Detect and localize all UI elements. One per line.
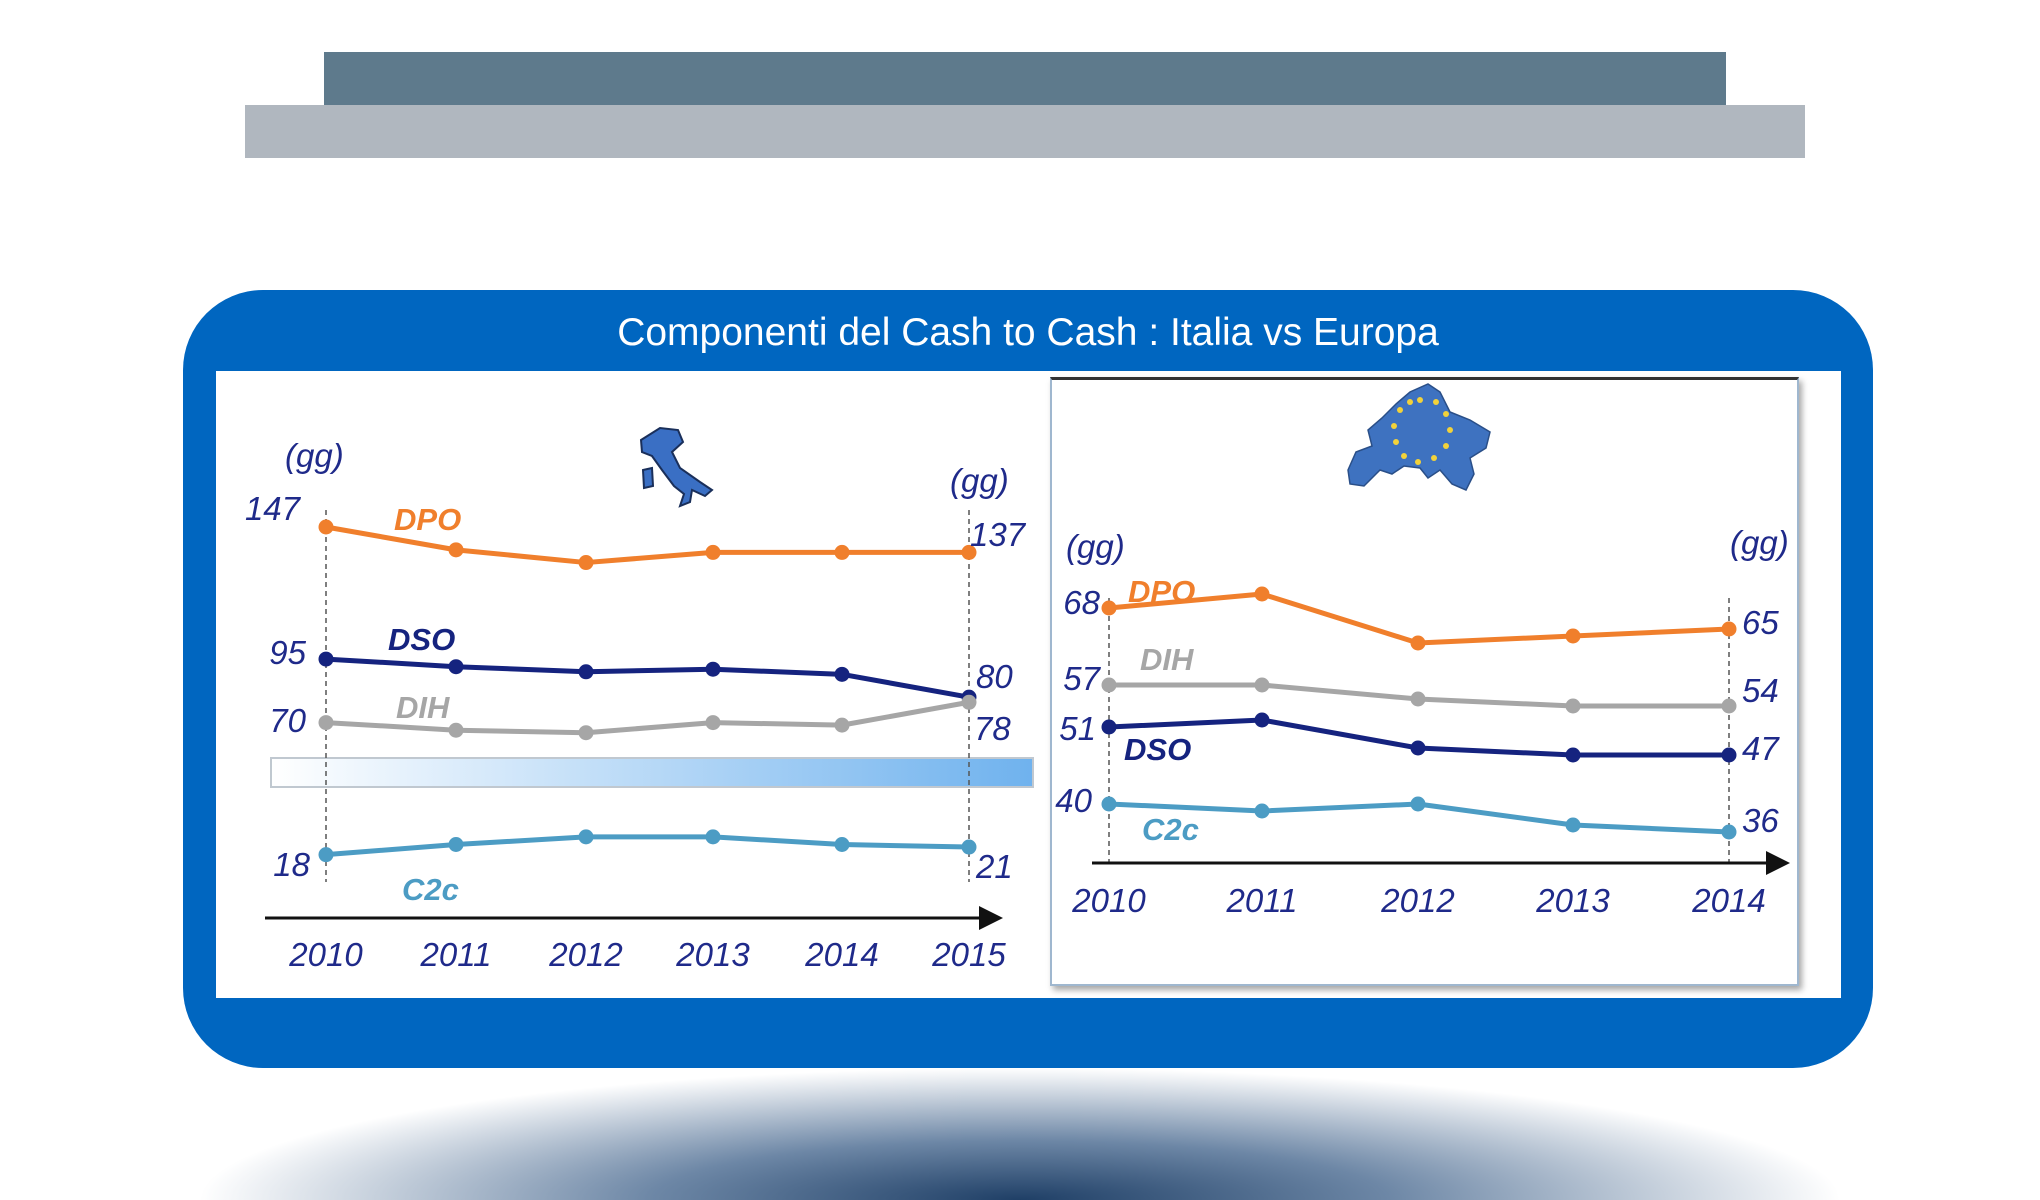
data-point-dso xyxy=(578,664,594,680)
data-point-dpo xyxy=(705,544,721,560)
data-point-c2c xyxy=(1101,796,1117,812)
unit-label-right: (gg) xyxy=(1730,524,1789,561)
series-name-label: DPO xyxy=(1128,574,1195,609)
start-value-label: 68 xyxy=(1063,584,1100,621)
data-point-c2c xyxy=(1565,817,1581,833)
start-value-label: 147 xyxy=(245,490,302,527)
x-tick-label: 2015 xyxy=(931,936,1006,973)
data-point-dih xyxy=(1721,698,1737,714)
start-value-label: 95 xyxy=(269,634,306,671)
bottom-shadow xyxy=(200,1068,1840,1200)
end-value-label: 78 xyxy=(974,710,1011,747)
start-value-label: 18 xyxy=(273,846,310,883)
data-point-dso xyxy=(1721,747,1737,763)
europe-chart: 2010 2011 2012 2013 2014 (gg) (gg) 68 65 DPO 57 54 D… xyxy=(1055,524,1790,919)
data-point-dih xyxy=(1101,677,1117,693)
header-bar-dark xyxy=(324,52,1726,106)
unit-label-right: (gg) xyxy=(950,462,1009,499)
data-point-dih xyxy=(961,694,977,710)
start-value-label: 51 xyxy=(1059,710,1096,747)
unit-label-left: (gg) xyxy=(1066,528,1125,565)
series-line-dso xyxy=(325,656,970,700)
x-tick-label: 2014 xyxy=(804,936,878,973)
data-point-c2c xyxy=(578,829,594,845)
data-point-dih xyxy=(1254,677,1270,693)
end-value-label: 36 xyxy=(1742,802,1779,839)
data-point-dih xyxy=(448,722,464,738)
series-name-label: C2c xyxy=(1142,812,1199,847)
data-point-dso xyxy=(1254,712,1270,728)
data-point-dpo xyxy=(578,555,594,571)
data-point-dih xyxy=(834,717,850,733)
x-tick-label: 2012 xyxy=(548,936,622,973)
axis-break-band xyxy=(270,757,1034,788)
x-tick-label: 2014 xyxy=(1691,882,1765,919)
x-tick-label: 2012 xyxy=(1380,882,1454,919)
europe-map-icon xyxy=(1347,383,1491,491)
data-point-dpo xyxy=(318,519,334,535)
data-point-dso xyxy=(318,651,334,667)
data-point-dih xyxy=(318,715,334,731)
series-line-c2c xyxy=(325,834,970,858)
data-point-c2c xyxy=(705,829,721,845)
data-point-c2c xyxy=(1721,824,1737,840)
unit-label-left: (gg) xyxy=(285,437,344,474)
series-line-dpo xyxy=(325,524,969,566)
end-value-label: 137 xyxy=(970,516,1027,553)
data-point-c2c xyxy=(318,847,334,863)
data-point-dpo xyxy=(448,542,464,558)
series-name-label: DSO xyxy=(1124,732,1191,767)
series-name-label: DSO xyxy=(388,622,455,657)
data-point-dso xyxy=(1101,719,1117,735)
data-point-dpo xyxy=(1721,621,1737,637)
end-value-label: 65 xyxy=(1742,604,1779,641)
data-point-dpo xyxy=(834,544,850,560)
x-tick-label: 2013 xyxy=(675,936,750,973)
series-name-label: DIH xyxy=(1140,642,1194,677)
x-tick-label: 2010 xyxy=(1071,882,1146,919)
data-point-dih xyxy=(1410,691,1426,707)
start-value-label: 40 xyxy=(1055,782,1092,819)
x-tick-label: 2011 xyxy=(1226,882,1298,919)
end-value-label: 54 xyxy=(1742,672,1779,709)
europe-chart-box xyxy=(1050,377,1799,986)
end-value-label: 80 xyxy=(976,658,1013,695)
data-point-dpo xyxy=(1101,600,1117,616)
end-value-label: 21 xyxy=(975,848,1013,885)
data-point-c2c xyxy=(448,837,464,852)
series-name-label: C2c xyxy=(402,872,459,907)
end-value-label: 47 xyxy=(1742,730,1780,767)
header-bar-light xyxy=(245,105,1805,158)
data-point-c2c xyxy=(1410,796,1426,812)
chart-title: Componenti del Cash to Cash : Italia vs … xyxy=(617,311,1439,354)
data-point-c2c xyxy=(1254,803,1270,819)
italy-chart: 2010 2011 2012 2013 2014 2015 (gg) (gg) 147 137 DP… xyxy=(245,437,1027,973)
data-point-dih xyxy=(1565,698,1581,714)
x-tick-label: 2011 xyxy=(420,936,492,973)
data-point-dso xyxy=(1410,740,1426,756)
series-line-dih xyxy=(325,699,970,736)
data-point-c2c xyxy=(834,837,850,852)
x-tick-label: 2013 xyxy=(1535,882,1610,919)
data-point-dpo xyxy=(1565,628,1581,644)
data-point-dpo xyxy=(961,544,977,560)
series-name-label: DIH xyxy=(396,690,450,725)
data-point-dso xyxy=(834,666,850,682)
italy-map-icon xyxy=(639,426,714,508)
series-name-label: DPO xyxy=(394,502,461,537)
data-point-dso xyxy=(1565,747,1581,763)
data-point-dso xyxy=(448,659,464,675)
start-value-label: 57 xyxy=(1063,660,1101,697)
data-point-dpo xyxy=(1254,586,1270,602)
data-point-c2c xyxy=(961,839,977,855)
x-tick-label: 2010 xyxy=(288,936,363,973)
start-value-label: 70 xyxy=(269,702,306,739)
data-point-dso xyxy=(705,661,721,677)
data-point-dih xyxy=(578,725,594,741)
data-point-dih xyxy=(705,715,721,731)
data-point-dpo xyxy=(1410,635,1426,651)
